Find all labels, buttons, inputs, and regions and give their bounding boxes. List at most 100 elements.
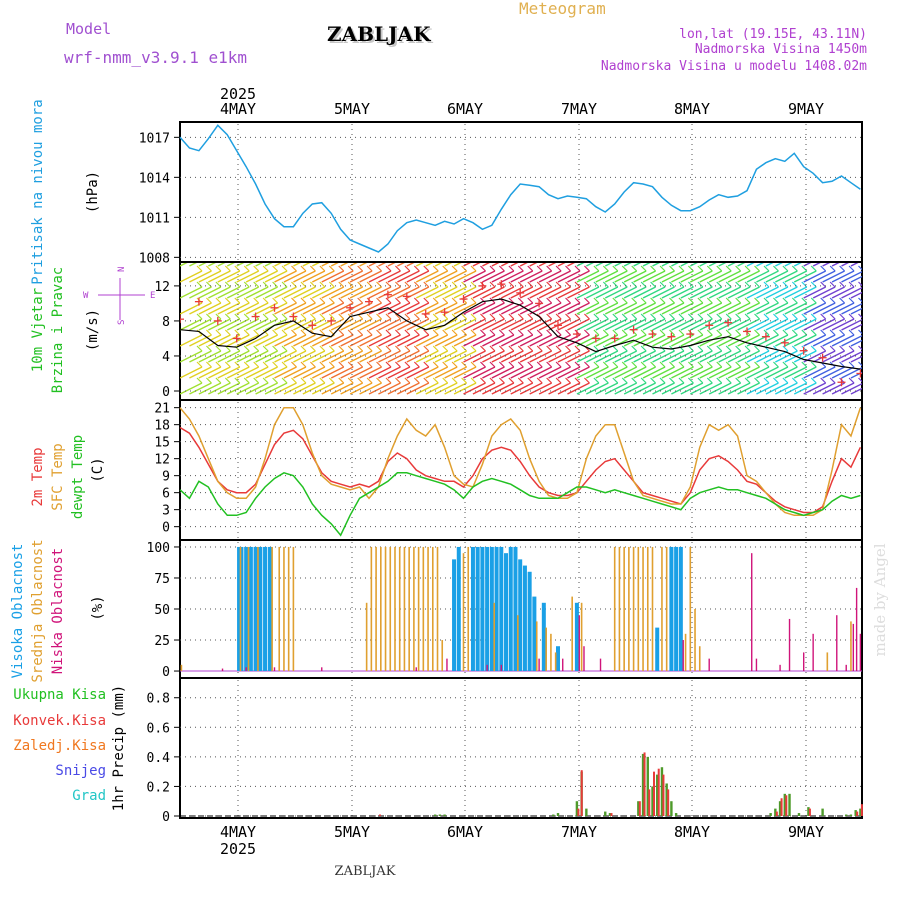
wind-barb: [548, 350, 571, 363]
wind-barb: [604, 366, 628, 379]
total-rain-bar: [783, 793, 786, 816]
wind-barb-flag: [641, 250, 646, 255]
y-tick-label: 100: [147, 541, 170, 556]
wind-barb: [519, 286, 543, 299]
wind-barb-flag: [470, 361, 477, 368]
wind-barb-flag: [451, 329, 458, 336]
wind-barb: [784, 366, 808, 379]
wind-barb-flag: [301, 250, 306, 255]
wind-barb: [850, 307, 862, 315]
wind-barb-flag: [272, 313, 279, 320]
wind-barb-flag: [527, 313, 534, 320]
wind-barb-flag: [470, 377, 477, 384]
wind-barb-flag: [868, 266, 873, 271]
wind-barb: [699, 382, 723, 395]
wind-barb-flag: [725, 297, 732, 304]
wind-barb: [831, 286, 855, 299]
wind-barb: [538, 302, 562, 315]
wind-barb-flag: [584, 281, 590, 288]
wind-barb-flag: [224, 313, 231, 320]
wind-barb-flag: [498, 265, 505, 272]
wind-barb-flag: [480, 377, 486, 384]
wind-barb-flag: [602, 361, 609, 368]
wind-barb: [642, 334, 666, 347]
wind-barb-flag: [309, 361, 316, 368]
wind-barb: [718, 270, 741, 283]
wind-barb: [255, 382, 278, 395]
wind-barb-flag: [820, 313, 827, 320]
wind-barb-flag: [357, 281, 364, 288]
wind-barb: [463, 350, 486, 363]
high-cloud-bar: [499, 546, 504, 672]
precip-panel-frame: [179, 677, 863, 819]
wind-barb: [784, 318, 808, 331]
wind-barb-flag: [527, 281, 534, 288]
wind-barb-flag: [489, 329, 496, 336]
wind-barb-flag: [528, 250, 533, 255]
wind-barb: [217, 350, 241, 363]
conv-rain-bar: [856, 811, 859, 816]
low-cloud-bar: [859, 633, 862, 672]
wind-barb-flag: [584, 361, 590, 368]
wind-barb: [245, 270, 269, 283]
wind-barb: [614, 382, 638, 395]
wind-barb-flag: [791, 265, 798, 272]
wind-barb-flag: [868, 346, 873, 351]
wind-barb-flag: [224, 361, 231, 368]
wind-barb: [349, 350, 373, 363]
y-tick-label: 0.6: [147, 721, 170, 736]
wind-barb-flag: [291, 361, 297, 368]
wind-barb: [302, 334, 326, 347]
wind-barb-flag: [328, 361, 335, 368]
wind-barb: [586, 366, 609, 379]
conv-rain-bar: [643, 752, 646, 816]
precip-legend: Ukupna Kisa Konvek.Kisa Zaledj.Kisa Snij…: [13, 687, 106, 804]
wind-barb-flag: [716, 345, 723, 352]
wind-barb-flag: [319, 377, 326, 384]
wind-barb: [368, 366, 392, 379]
wind-barb: [453, 366, 477, 379]
wind-barb: [359, 286, 382, 299]
pressure-line: [179, 124, 861, 253]
wind-barb-flag: [612, 265, 619, 272]
wind-barb-flag: [810, 265, 817, 272]
wind-barb: [340, 382, 363, 395]
wind-barb: [349, 366, 373, 379]
wind-legend-w: W: [83, 291, 89, 301]
wind-barb: [689, 382, 713, 395]
wind-barb: [378, 270, 401, 283]
wind-barb: [491, 270, 515, 283]
wind-barb: [652, 366, 675, 379]
mid-cloud-bar: [247, 546, 250, 672]
wind-barb-flag: [385, 329, 392, 336]
wind-barb-flag: [291, 377, 297, 384]
wind-barb-flag: [413, 313, 420, 320]
wind-barb: [671, 270, 694, 283]
wind-barb-flag: [716, 313, 723, 320]
wind-barb: [463, 366, 486, 379]
conv-rain-bar: [653, 771, 655, 816]
wind-barb: [302, 263, 311, 267]
wind-barb-flag: [366, 361, 373, 368]
wind-barb: [226, 350, 250, 363]
wind-barb: [604, 334, 628, 347]
wind-barb: [274, 286, 297, 299]
wind-barb-flag: [669, 297, 675, 304]
precip-ylabel: 1hr Precip (mm): [111, 685, 127, 811]
wind-barb: [812, 263, 821, 267]
wind-barb: [226, 382, 250, 395]
wind-barb-flag: [811, 250, 816, 255]
wind-barb: [434, 382, 458, 395]
wind-barb-flag: [593, 297, 600, 304]
wind-barb-flag: [829, 313, 836, 320]
wind-barb-flag: [829, 281, 836, 288]
wind-barb-flag: [801, 313, 808, 320]
total-rain-bar: [670, 801, 673, 816]
wind-barb-flag: [697, 265, 704, 272]
wind-barb-flag: [215, 345, 222, 352]
wind-barb-flag: [744, 345, 751, 352]
wind-barb: [500, 286, 524, 299]
wind-barb-flag: [272, 345, 279, 352]
wind-barb-flag: [631, 297, 638, 304]
wind-barb-flag: [291, 345, 297, 352]
